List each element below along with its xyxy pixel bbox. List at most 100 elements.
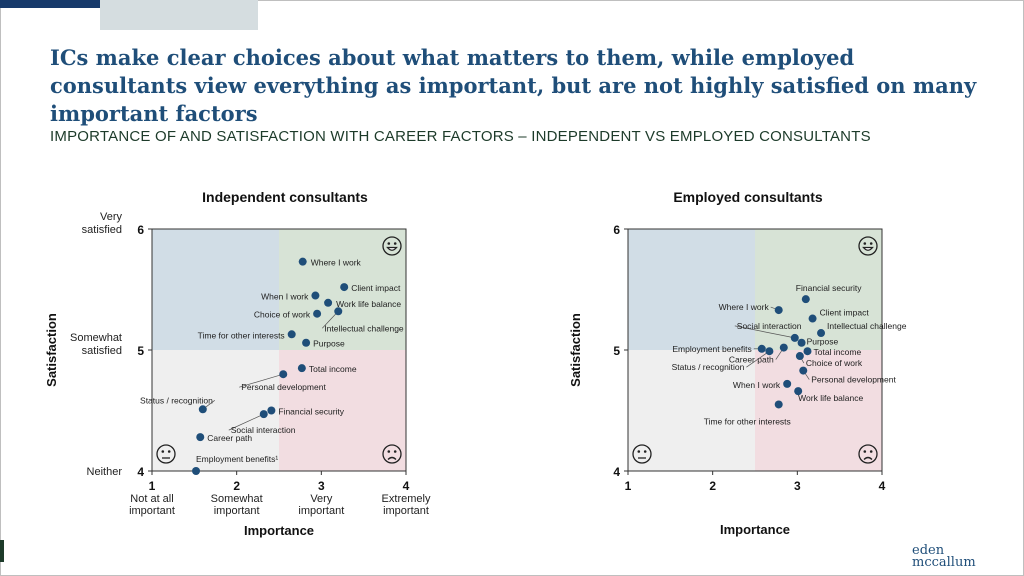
- emp-quadrant-bottom-left: [628, 350, 755, 471]
- emp-data-label: Intellectual challenge: [827, 321, 907, 331]
- emp-x-axis-label: Importance: [720, 522, 790, 537]
- ic-data-point: [259, 410, 268, 419]
- emp-data-label: Social interaction: [737, 321, 802, 331]
- ic-data-label: Career path: [207, 433, 252, 443]
- ic-data-point: [279, 370, 288, 379]
- emp-y-tick-label: 6: [613, 223, 620, 237]
- emp-data-point: [783, 379, 792, 388]
- emp-sad-face-icon: [858, 444, 878, 464]
- emp-neutral-face-icon-eye-left: [637, 450, 641, 453]
- top-accent-bar: [0, 0, 188, 8]
- ic-data-point: [311, 291, 320, 300]
- emp-x-tick-label: 4: [879, 479, 886, 493]
- emp-data-point: [765, 347, 774, 356]
- ic-happy-face-icon-eye-left: [387, 242, 391, 245]
- emp-sad-face-icon-eye-left: [863, 450, 867, 453]
- ic-data-point: [302, 338, 311, 347]
- ic-data-label: Total income: [309, 364, 357, 374]
- ic-sad-face-icon-eye-right: [393, 450, 397, 453]
- emp-y-tick-label: 4: [613, 465, 620, 479]
- slide-title: ICs make clear choices about what matter…: [50, 45, 977, 126]
- emp-happy-face-icon: [858, 236, 878, 256]
- ic-x-tick-label: 4: [403, 479, 410, 493]
- emp-x-tick-label: 1: [625, 479, 632, 493]
- ic-data-label: Status / recognition: [140, 395, 213, 405]
- brand-logo: eden mccallum: [912, 543, 976, 570]
- ic-data-point: [298, 257, 307, 266]
- ic-y-tick-description: Very satisfied: [82, 211, 123, 236]
- ic-y-tick-description: Neither: [87, 466, 123, 478]
- ic-neutral-face-icon: [156, 444, 176, 464]
- ic-data-point: [334, 307, 343, 316]
- ic-data-point: [287, 330, 296, 339]
- ic-neutral-face-icon-eye-right: [167, 450, 171, 453]
- ic-data-label: Intellectual challenge: [324, 323, 404, 333]
- emp-data-point: [817, 329, 826, 338]
- emp-data-point: [803, 347, 812, 356]
- ic-x-tick-label: 1: [149, 479, 156, 493]
- ic-happy-face-icon: [382, 236, 402, 256]
- emp-happy-face-icon-outline: [858, 236, 878, 256]
- emp-data-point: [757, 344, 766, 353]
- brand-logo-line1: eden: [912, 543, 945, 558]
- ic-x-tick-label: 3: [318, 479, 325, 493]
- emp-sad-face-icon-mouth: [863, 456, 873, 460]
- ic-data-point: [340, 283, 349, 292]
- ic-data-label: Social interaction: [231, 425, 296, 435]
- ic-x-tick-label: 2: [233, 479, 240, 493]
- ic-data-label: Financial security: [278, 407, 344, 417]
- emp-data-point: [799, 366, 808, 375]
- emp-sad-face-icon-outline: [858, 444, 878, 464]
- ic-label-leader-line: [228, 413, 264, 431]
- brand-logo-line2: mccallum: [912, 555, 976, 570]
- ic-data-label: Personal development: [241, 382, 326, 392]
- ic-x-tick-description: Not at all important: [129, 493, 175, 517]
- ic-data-label: Client impact: [351, 283, 401, 293]
- emp-y-axis-label: Satisfaction: [568, 313, 583, 387]
- ic-data-label: When I work: [261, 292, 309, 302]
- emp-data-label: Personal development: [811, 375, 896, 385]
- ic-quadrant-top-left: [152, 229, 279, 350]
- emp-data-label: Client impact: [820, 308, 870, 318]
- ic-neutral-face-icon-outline: [156, 444, 176, 464]
- emp-y-tick-label: 5: [613, 344, 620, 358]
- emp-happy-face-icon-eye-right: [869, 242, 873, 245]
- ic-data-point: [267, 406, 276, 415]
- emp-quadrant-top-left: [628, 229, 755, 350]
- emp-data-label: When I work: [733, 380, 781, 390]
- emp-data-point: [790, 333, 799, 342]
- emp-quadrant-top-right: [755, 229, 882, 350]
- emp-data-point: [794, 387, 803, 396]
- ic-y-tick-description: Somewhat satisfied: [70, 332, 122, 357]
- ic-y-axis-label: Satisfaction: [44, 313, 59, 387]
- emp-quadrant-bottom-right: [755, 350, 882, 471]
- ic-happy-face-icon-eye-right: [393, 242, 397, 245]
- ic-sad-face-icon-outline: [382, 444, 402, 464]
- emp-x-tick-label: 2: [709, 479, 716, 493]
- emp-data-label: Purpose: [807, 337, 839, 347]
- ic-happy-face-icon-outline: [382, 236, 402, 256]
- ic-x-tick-description: Somewhat important: [211, 493, 263, 517]
- emp-data-label: Financial security: [796, 283, 862, 293]
- emp-label-leader-line: [746, 350, 770, 368]
- ic-data-label: Time for other interests: [198, 330, 285, 340]
- emp-data-point: [808, 314, 817, 323]
- ic-data-point: [313, 309, 322, 318]
- ic-data-point: [196, 433, 205, 442]
- emp-neutral-face-icon: [632, 444, 652, 464]
- emp-x-tick-label: 3: [794, 479, 801, 493]
- emp-label-leader-line: [734, 325, 795, 339]
- ic-sad-face-icon-mouth: [387, 456, 397, 460]
- ic-data-label: Choice of work: [254, 310, 311, 320]
- emp-data-label: Total income: [813, 347, 861, 357]
- ic-data-label: Where I work: [311, 258, 362, 268]
- emp-chart-title: Employed consultants: [673, 189, 823, 205]
- emp-data-point: [774, 400, 783, 409]
- ic-y-tick-label: 6: [137, 223, 144, 237]
- ic-data-label: Work life balance: [336, 299, 401, 309]
- ic-quadrant-bottom-left: [152, 350, 279, 471]
- ic-data-label: Employment benefits¹: [196, 454, 278, 464]
- emp-neutral-face-icon-outline: [632, 444, 652, 464]
- ic-data-point: [324, 298, 333, 307]
